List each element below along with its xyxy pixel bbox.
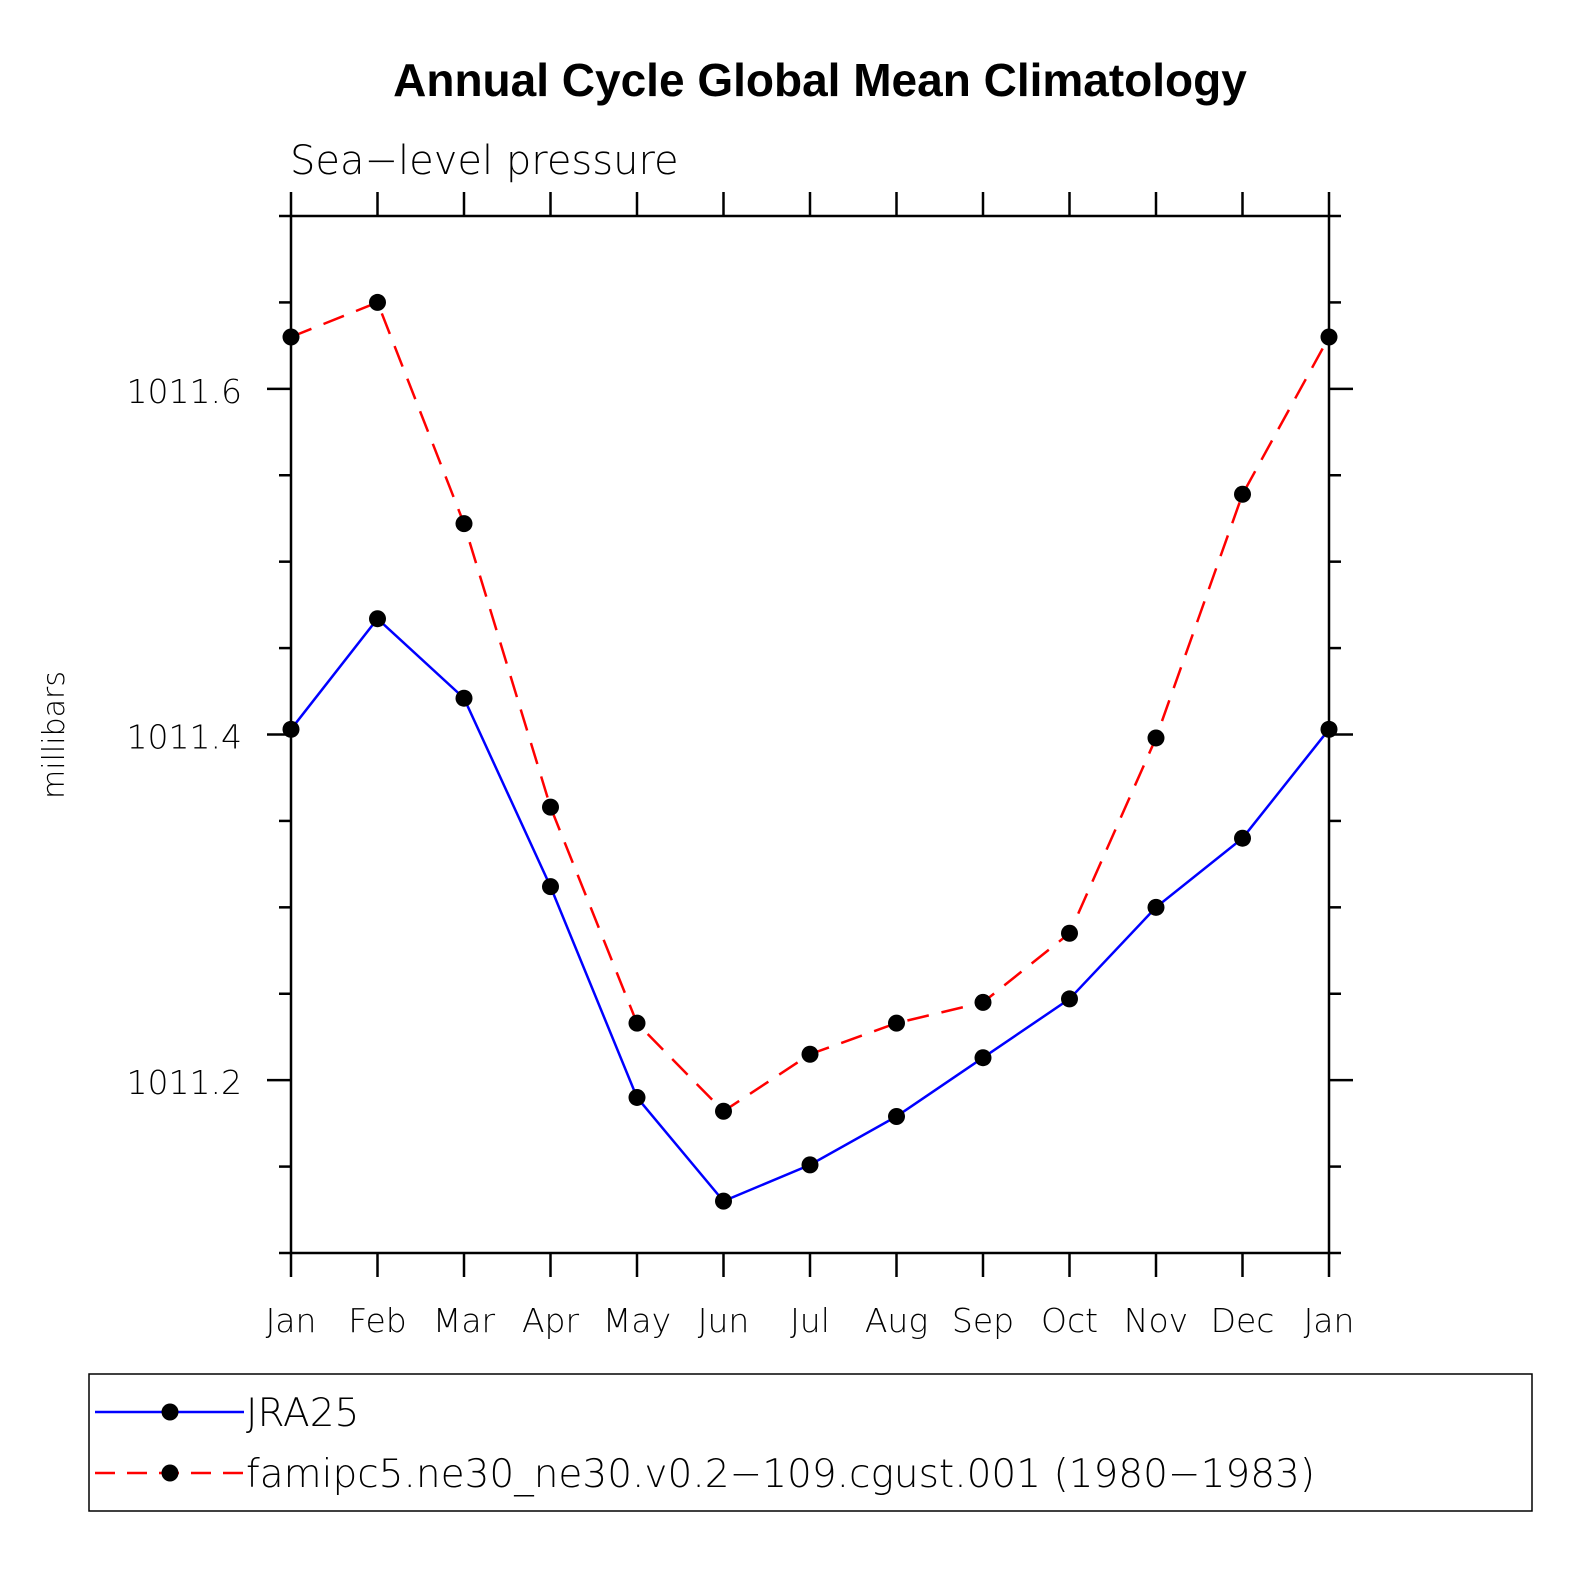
x-tick-label: Oct bbox=[1041, 1301, 1098, 1340]
data-point bbox=[1234, 829, 1251, 847]
data-point bbox=[628, 1088, 646, 1106]
y-tick-label: 1011.4 bbox=[127, 718, 242, 757]
legend-marker bbox=[161, 1464, 179, 1482]
series-1 bbox=[282, 610, 1338, 1210]
y-tick-label: 1011.2 bbox=[127, 1063, 242, 1102]
series-layer bbox=[282, 293, 1338, 1210]
x-tick-label: Apr bbox=[522, 1301, 580, 1340]
data-point bbox=[1061, 990, 1078, 1008]
axis-ticks bbox=[267, 192, 1353, 1277]
plot-frame bbox=[289, 214, 1331, 1255]
data-point bbox=[1147, 898, 1165, 916]
data-point bbox=[628, 1014, 646, 1032]
data-point bbox=[1147, 729, 1165, 747]
data-point bbox=[974, 1049, 992, 1067]
legend-label: famipc5.ne30_ne30.v0.2−109.cgust.001 (19… bbox=[246, 1452, 1315, 1497]
data-point bbox=[369, 293, 386, 311]
x-tick-label: May bbox=[603, 1301, 671, 1340]
data-point bbox=[974, 993, 992, 1011]
data-point bbox=[542, 798, 559, 816]
data-point bbox=[715, 1102, 732, 1120]
series-line bbox=[290, 616, 1330, 1203]
legend-item-2: famipc5.ne30_ne30.v0.2−109.cgust.001 (19… bbox=[95, 1452, 1315, 1497]
legend-items: JRA25 famipc5.ne30_ne30.v0.2−109.cgust.00… bbox=[95, 1391, 1315, 1497]
data-point bbox=[1061, 924, 1078, 942]
data-point bbox=[455, 515, 473, 533]
y-axis-label: millibars bbox=[37, 671, 72, 799]
series-2 bbox=[282, 293, 1338, 1120]
x-tick-label: Jun bbox=[698, 1301, 750, 1340]
legend: JRA25 famipc5.ne30_ne30.v0.2−109.cgust.00… bbox=[88, 1373, 1533, 1512]
x-tick-label: Jan bbox=[1304, 1301, 1355, 1340]
x-tick-label: Aug bbox=[865, 1301, 928, 1340]
x-tick-label: Nov bbox=[1124, 1301, 1188, 1340]
chart-subtitle: Sea−level pressure bbox=[290, 138, 679, 184]
data-point bbox=[369, 610, 386, 628]
data-point bbox=[542, 878, 559, 896]
data-point bbox=[888, 1107, 905, 1125]
legend-marker bbox=[161, 1403, 179, 1421]
x-tick-label: Dec bbox=[1211, 1301, 1275, 1340]
data-point bbox=[455, 689, 473, 707]
legend-box bbox=[88, 1373, 1533, 1512]
x-tick-label: Jul bbox=[790, 1301, 830, 1340]
series-line bbox=[290, 300, 1331, 1113]
legend-item-1: JRA25 bbox=[95, 1391, 359, 1436]
x-tick-label: Mar bbox=[433, 1301, 496, 1340]
legend-label: JRA25 bbox=[246, 1391, 359, 1436]
y-tick-label: 1011.6 bbox=[127, 372, 242, 411]
chart-title: Annual Cycle Global Mean Climatology bbox=[393, 54, 1247, 106]
x-tick-label: Sep bbox=[952, 1301, 1014, 1340]
x-tick-labels: Jan Feb Mar Apr May Jun Jul Aug Sep Oct Nov Dec Jan bbox=[266, 1301, 1355, 1340]
data-point bbox=[715, 1192, 732, 1210]
data-point bbox=[888, 1014, 905, 1032]
data-point bbox=[801, 1156, 819, 1174]
data-point bbox=[801, 1045, 819, 1063]
data-point bbox=[1234, 485, 1251, 503]
x-tick-label: Jan bbox=[266, 1301, 317, 1340]
x-tick-label: Feb bbox=[348, 1301, 406, 1340]
y-tick-labels: 1011.2 1011.4 1011.6 bbox=[127, 372, 242, 1102]
